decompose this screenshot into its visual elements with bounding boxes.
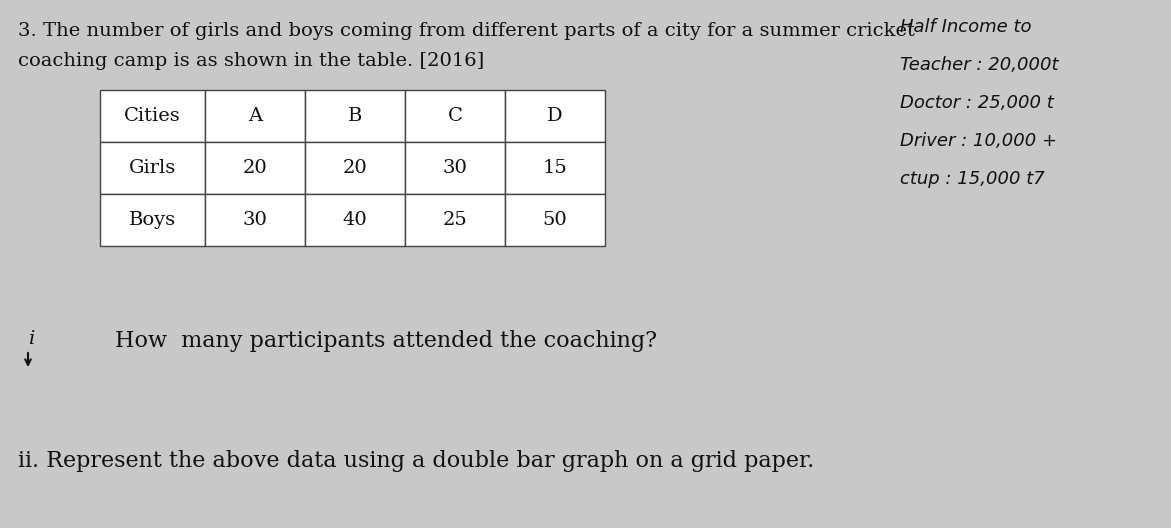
Text: Boys: Boys: [129, 211, 176, 229]
Text: A: A: [248, 107, 262, 125]
Bar: [304, 90, 405, 142]
Bar: [100, 90, 205, 142]
Text: Teacher : 20,000t: Teacher : 20,000t: [900, 56, 1059, 74]
Bar: [100, 194, 205, 246]
Text: D: D: [547, 107, 563, 125]
Text: 20: 20: [242, 159, 267, 177]
Text: 30: 30: [443, 159, 467, 177]
Bar: [205, 194, 304, 246]
Text: 50: 50: [542, 211, 568, 229]
Text: 30: 30: [242, 211, 267, 229]
Bar: [505, 142, 605, 194]
Text: Doctor : 25,000 t: Doctor : 25,000 t: [900, 94, 1054, 112]
Text: 3. The number of girls and boys coming from different parts of a city for a summ: 3. The number of girls and boys coming f…: [18, 22, 915, 40]
Bar: [505, 194, 605, 246]
Text: Girls: Girls: [129, 159, 176, 177]
Bar: [100, 142, 205, 194]
Bar: [505, 90, 605, 142]
Bar: [205, 90, 304, 142]
Text: B: B: [348, 107, 362, 125]
Text: ii. Represent the above data using a double bar graph on a grid paper.: ii. Represent the above data using a dou…: [18, 450, 814, 472]
Text: How  many participants attended the coaching?: How many participants attended the coach…: [115, 330, 657, 352]
Text: 15: 15: [542, 159, 568, 177]
Bar: [405, 194, 505, 246]
Text: ctup : 15,000 t7: ctup : 15,000 t7: [900, 170, 1045, 188]
Text: Half Income to: Half Income to: [900, 18, 1032, 36]
Text: i: i: [28, 330, 34, 348]
Text: 25: 25: [443, 211, 467, 229]
Text: 20: 20: [343, 159, 368, 177]
Bar: [304, 194, 405, 246]
Bar: [205, 142, 304, 194]
Bar: [405, 90, 505, 142]
Text: C: C: [447, 107, 463, 125]
Text: Cities: Cities: [124, 107, 180, 125]
Bar: [405, 142, 505, 194]
Bar: [304, 142, 405, 194]
Text: coaching camp is as shown in the table. [2016]: coaching camp is as shown in the table. …: [18, 52, 485, 70]
Text: 40: 40: [343, 211, 368, 229]
Text: Driver : 10,000 +: Driver : 10,000 +: [900, 132, 1057, 150]
